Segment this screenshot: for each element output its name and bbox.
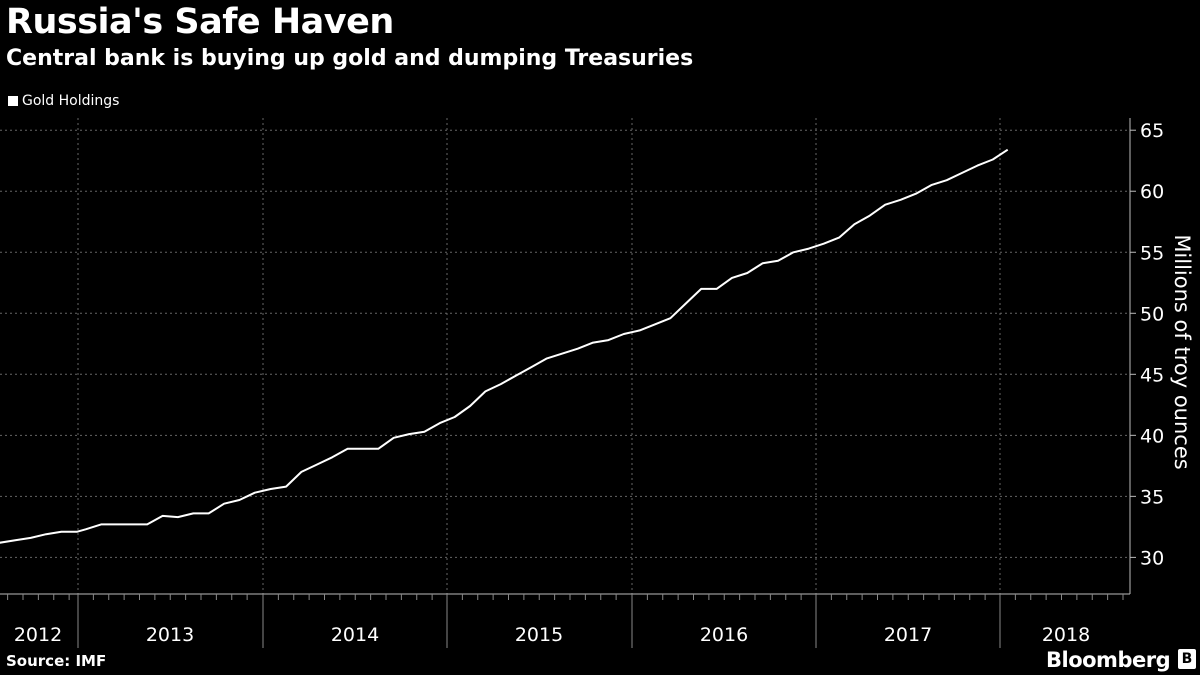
y-tick-label-55: 55: [1140, 242, 1164, 264]
chart-title: Russia's Safe Haven: [6, 2, 394, 42]
x-tick-label-2018: 2018: [1042, 624, 1090, 646]
x-tick-label-2014: 2014: [331, 624, 379, 646]
y-tick-label-35: 35: [1140, 486, 1164, 508]
y-tick-label-40: 40: [1140, 425, 1164, 447]
legend: Gold Holdings: [8, 93, 119, 109]
series-line-gold-holdings: [0, 148, 1009, 556]
legend-label-gold-holdings: Gold Holdings: [22, 93, 120, 109]
legend-swatch-gold-holdings: [8, 96, 18, 106]
y-tick-label-45: 45: [1140, 364, 1164, 386]
y-axis-title: Millions of troy ounces: [1170, 234, 1194, 469]
y-tick-label-60: 60: [1140, 181, 1164, 203]
x-tick-label-2012: 2012: [14, 624, 62, 646]
source-note: Source: IMF: [6, 652, 107, 670]
bloomberg-logo: Bloomberg: [1046, 648, 1171, 672]
x-tick-label-2013: 2013: [146, 624, 194, 646]
x-tick-label-2015: 2015: [515, 624, 563, 646]
y-tick-label-30: 30: [1140, 547, 1164, 569]
y-tick-label-65: 65: [1140, 120, 1164, 142]
bloomberg-badge-icon: B: [1178, 649, 1196, 669]
y-tick-label-50: 50: [1140, 303, 1164, 325]
x-tick-label-2017: 2017: [884, 624, 932, 646]
x-tick-label-2016: 2016: [700, 624, 748, 646]
chart-subtitle: Central bank is buying up gold and dumpi…: [6, 46, 694, 71]
